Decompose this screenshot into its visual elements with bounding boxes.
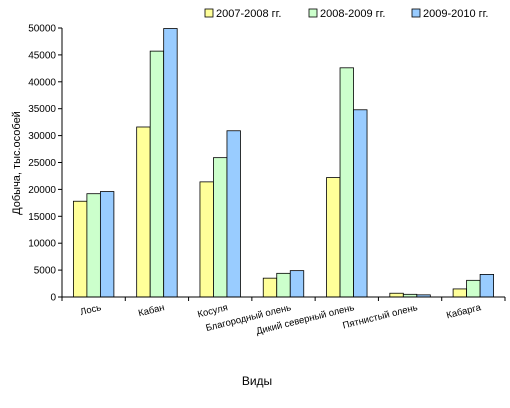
y-tick-label-0: 0	[50, 293, 56, 304]
bar-2-3	[213, 157, 228, 298]
y-tick-label-7: 35000	[28, 104, 56, 115]
bar-3-3	[226, 130, 241, 298]
bar-1-1	[72, 200, 88, 298]
legend-label-3: 2009-2010 гг.	[423, 8, 488, 20]
bar-2-7	[466, 279, 481, 298]
bar-3-5	[353, 109, 368, 298]
y-tick-label-6: 30000	[28, 131, 56, 142]
legend-label-1: 2007-2008 гг.	[216, 8, 281, 20]
y-tick-label-8: 40000	[28, 77, 56, 88]
bar-1-2	[136, 126, 151, 298]
bar-2-2	[149, 50, 165, 298]
bar-2-4	[276, 272, 291, 298]
y-axis-label: Добыча, тыс.особей	[11, 111, 23, 215]
y-tick-label-2: 10000	[28, 239, 56, 250]
legend-swatch-2	[308, 8, 318, 18]
x-tick-label-7: Кабарга	[445, 302, 482, 321]
bar-1-6	[389, 292, 404, 298]
y-tick-label-5: 25000	[28, 158, 56, 169]
bar-3-2	[163, 28, 178, 298]
y-tick-label-4: 20000	[28, 185, 56, 196]
legend-swatch-1	[204, 8, 214, 18]
y-tick-label-9: 45000	[28, 50, 56, 61]
bar-2-1	[86, 193, 101, 298]
x-tick-label-1: Лось	[79, 302, 102, 318]
axes	[58, 27, 506, 301]
bar-3-7	[479, 274, 495, 298]
bar-3-1	[99, 191, 115, 298]
y-tick-label-1: 5000	[34, 266, 57, 277]
bar-1-4	[262, 277, 278, 298]
bar-2-5	[339, 67, 354, 298]
bars	[72, 28, 495, 298]
bar-1-3	[199, 181, 214, 298]
y-tick-labels: 0 5000 10000 15000 20000 25000 30000 35000 40000…	[28, 24, 56, 304]
y-tick-label-3: 15000	[28, 212, 56, 223]
legend-swatch-3	[411, 8, 421, 18]
bar-1-7	[452, 288, 468, 298]
bar-3-4	[289, 270, 305, 298]
x-axis-label: Виды	[242, 374, 272, 388]
bar-1-5	[326, 177, 341, 298]
y-tick-label-10: 50000	[28, 24, 56, 35]
legend-label-2: 2008-2009 гг.	[320, 8, 385, 20]
legend: 2007-2008 гг. 2008-2009 гг. 2009-2010 гг.	[204, 8, 488, 20]
x-tick-label-2: Кабан	[137, 302, 165, 319]
